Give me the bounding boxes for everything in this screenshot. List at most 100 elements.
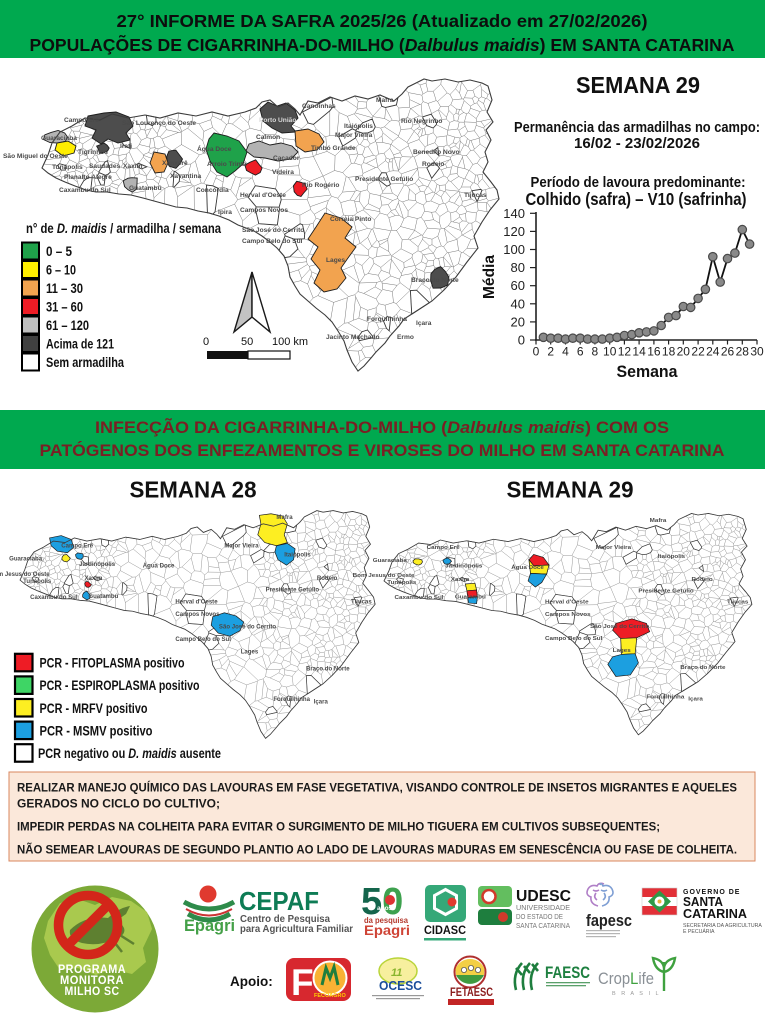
svg-text:Colhido (safra) – V10 (safrinh: Colhido (safra) – V10 (safrinha) xyxy=(526,189,747,209)
svg-text:Irati: Irati xyxy=(120,143,132,150)
svg-text:Herval d'Oeste: Herval d'Oeste xyxy=(175,599,218,605)
svg-text:Apoio:: Apoio: xyxy=(230,974,273,989)
svg-text:PCR - MRFV positivo: PCR - MRFV positivo xyxy=(40,701,148,716)
svg-text:27° INFORME DA SAFRA 2025/26 (: 27° INFORME DA SAFRA 2025/26 (Atualizado… xyxy=(117,11,648,31)
svg-text:Canoinhas: Canoinhas xyxy=(302,103,336,110)
svg-text:Campos Novos: Campos Novos xyxy=(175,612,220,618)
svg-text:n° de D. maidis / armadilha /: n° de D. maidis / armadilha / semana xyxy=(26,221,221,236)
svg-text:Bom Jesus do Oeste: Bom Jesus do Oeste xyxy=(0,572,50,578)
svg-text:CATARINA: CATARINA xyxy=(683,906,748,921)
svg-text:Campo Belo do Sul: Campo Belo do Sul xyxy=(242,238,303,245)
svg-text:Guatambú: Guatambú xyxy=(455,594,486,601)
svg-text:0: 0 xyxy=(533,345,540,359)
svg-text:Caxambu do Sul: Caxambu do Sul xyxy=(59,187,111,194)
svg-text:Presidente Getúlio: Presidente Getúlio xyxy=(355,176,413,183)
svg-text:6 – 10: 6 – 10 xyxy=(46,263,76,278)
svg-text:Jacinto Machado: Jacinto Machado xyxy=(326,334,380,341)
svg-text:Tigrinhos: Tigrinhos xyxy=(78,149,108,156)
svg-text:Timbó Grande: Timbó Grande xyxy=(311,145,356,152)
svg-text:SANTA CATARINA: SANTA CATARINA xyxy=(516,921,570,930)
svg-text:0 – 5: 0 – 5 xyxy=(46,244,72,259)
svg-text:PCR - ESPIROPLASMA positivo: PCR - ESPIROPLASMA positivo xyxy=(40,678,200,693)
svg-text:Lages: Lages xyxy=(613,647,632,654)
svg-text:Benedito Novo: Benedito Novo xyxy=(413,149,460,156)
svg-text:Braço do Norte: Braço do Norte xyxy=(411,277,459,284)
svg-text:Campo Belo do Sul: Campo Belo do Sul xyxy=(175,637,231,643)
svg-text:GOVERNO DE: GOVERNO DE xyxy=(683,889,740,896)
svg-text:Xaxim: Xaxim xyxy=(85,576,103,582)
svg-text:Ipira: Ipira xyxy=(218,209,232,216)
svg-text:Água Doce: Água Doce xyxy=(197,144,232,153)
svg-text:SEMANA 29: SEMANA 29 xyxy=(576,72,700,98)
svg-text:FECOAGRO: FECOAGRO xyxy=(314,993,347,999)
svg-text:Ermo: Ermo xyxy=(397,334,414,341)
svg-text:30: 30 xyxy=(750,345,764,359)
svg-text:São José do Cerrito: São José do Cerrito xyxy=(242,227,304,234)
svg-text:8: 8 xyxy=(592,345,599,359)
svg-text:18: 18 xyxy=(662,345,676,359)
svg-text:Major Vieira: Major Vieira xyxy=(335,132,373,139)
svg-text:Rodeio: Rodeio xyxy=(317,576,338,582)
svg-text:24: 24 xyxy=(706,345,720,359)
svg-text:Içara: Içara xyxy=(688,696,703,703)
svg-text:E PECUÁRIA: E PECUÁRIA xyxy=(683,928,715,935)
svg-text:Forquilhinha: Forquilhinha xyxy=(367,316,407,323)
svg-text:São José do Cerrito: São José do Cerrito xyxy=(219,624,276,630)
svg-text:PCR negativo ou D. maidis ause: PCR negativo ou D. maidis ausente xyxy=(38,746,221,761)
svg-text:Caçador: Caçador xyxy=(273,155,300,162)
svg-text:NÃO SEMEAR LAVOURAS DE SEGUNDO: NÃO SEMEAR LAVOURAS DE SEGUNDO PLANTIO A… xyxy=(17,842,737,857)
svg-text:Jardinópolis: Jardinópolis xyxy=(79,562,116,568)
svg-text:Major Vieira: Major Vieira xyxy=(596,544,632,551)
svg-text:Campo Erê: Campo Erê xyxy=(64,117,99,124)
svg-text:Forquilhinha: Forquilhinha xyxy=(273,697,310,703)
svg-text:Lages: Lages xyxy=(326,257,345,264)
svg-text:Centro de Pesquisa: Centro de Pesquisa xyxy=(240,914,330,925)
svg-text:50: 50 xyxy=(241,336,253,348)
svg-text:UDESC: UDESC xyxy=(516,888,571,905)
svg-text:40: 40 xyxy=(511,296,525,311)
svg-text:São Lourenço do Oeste: São Lourenço do Oeste xyxy=(122,120,196,127)
svg-text:100 km: 100 km xyxy=(272,336,308,348)
svg-text:SEMANA 28: SEMANA 28 xyxy=(130,477,257,503)
svg-text:Tunápolis: Tunápolis xyxy=(52,164,83,171)
svg-text:Água Doce: Água Doce xyxy=(511,564,544,571)
svg-text:Tijucas: Tijucas xyxy=(727,599,749,606)
svg-text:para Agricultura Familiar: para Agricultura Familiar xyxy=(240,924,353,935)
svg-text:Guaraciaba: Guaraciaba xyxy=(41,135,77,142)
svg-text:Porto União: Porto União xyxy=(259,117,296,124)
svg-text:Semana: Semana xyxy=(617,363,679,381)
svg-text:anos: anos xyxy=(377,905,393,912)
svg-text:IMPEDIR PERDAS NA COLHEITA PAR: IMPEDIR PERDAS NA COLHEITA PARA EVITAR O… xyxy=(17,820,660,834)
svg-text:Major Vieira: Major Vieira xyxy=(224,543,259,549)
svg-text:Correia Pinto: Correia Pinto xyxy=(330,216,371,223)
svg-text:PCR - MSMV positivo: PCR - MSMV positivo xyxy=(40,723,153,738)
svg-text:Calmon: Calmon xyxy=(256,134,280,141)
svg-text:Tunápolis: Tunápolis xyxy=(23,579,52,585)
svg-text:Guaraciaba: Guaraciaba xyxy=(9,557,43,563)
svg-text:0: 0 xyxy=(203,336,209,348)
svg-text:PATÓGENOS DOS ENFEZAMENTOS E V: PATÓGENOS DOS ENFEZAMENTOS E VIROSES DO … xyxy=(40,441,725,460)
svg-text:Planalto Alegre: Planalto Alegre xyxy=(64,174,112,181)
svg-text:Jardinópolis: Jardinópolis xyxy=(445,562,483,569)
svg-text:PCR - FITOPLASMA positivo: PCR - FITOPLASMA positivo xyxy=(40,656,185,671)
svg-text:80: 80 xyxy=(511,260,525,275)
svg-text:Sem armadilha: Sem armadilha xyxy=(46,355,124,370)
svg-text:PROGRAMA: PROGRAMA xyxy=(58,962,126,976)
svg-text:São José do Cerrito: São José do Cerrito xyxy=(590,623,649,630)
svg-text:Mafra: Mafra xyxy=(650,517,667,524)
svg-text:Braço do Norte: Braço do Norte xyxy=(306,667,350,673)
svg-text:12: 12 xyxy=(618,345,632,359)
svg-text:Içara: Içara xyxy=(314,699,329,705)
svg-text:Rodeio: Rodeio xyxy=(692,576,714,583)
svg-text:CropLife: CropLife xyxy=(598,970,654,988)
svg-text:Guatambú: Guatambú xyxy=(88,594,118,600)
svg-text:OCESC: OCESC xyxy=(379,979,422,993)
svg-text:Mafra: Mafra xyxy=(276,515,293,521)
svg-text:Mafra: Mafra xyxy=(376,97,394,104)
svg-text:Período de lavoura predominant: Período de lavoura predominante: xyxy=(531,175,746,191)
svg-text:Saudades: Saudades xyxy=(89,163,120,170)
svg-text:140: 140 xyxy=(503,206,525,221)
svg-text:11 – 30: 11 – 30 xyxy=(46,281,83,296)
svg-text:REALIZAR MANEJO QUÍMICO DAS LA: REALIZAR MANEJO QUÍMICO DAS LAVOURAS EM … xyxy=(17,780,737,795)
svg-text:UNIVERSIDADE: UNIVERSIDADE xyxy=(516,903,570,912)
